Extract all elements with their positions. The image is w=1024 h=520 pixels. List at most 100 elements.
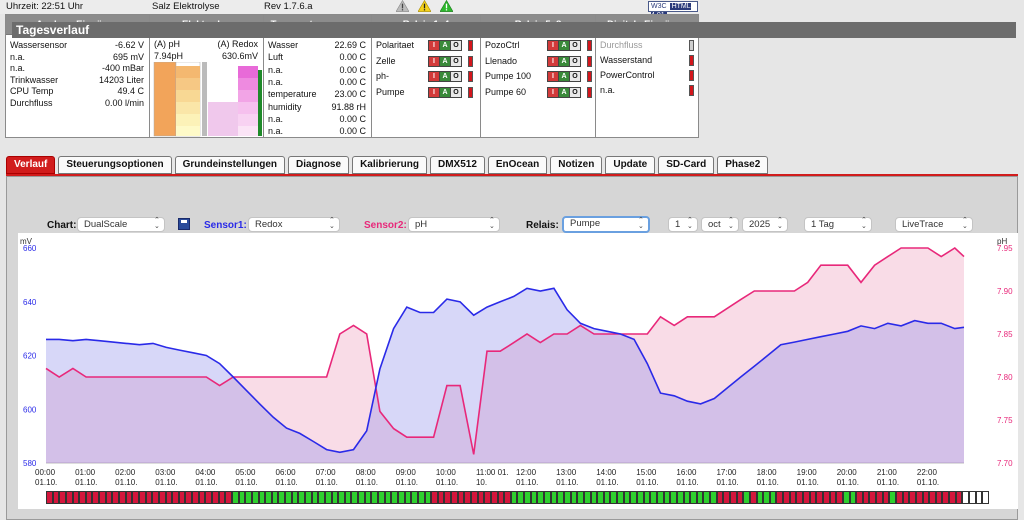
relay-mode-option[interactable]: I: [429, 56, 439, 66]
relay-mode-option[interactable]: I: [548, 56, 558, 66]
relay-mode-option[interactable]: I: [429, 87, 439, 97]
panel-title: Tagesverlauf: [12, 22, 1016, 38]
tab-phase2[interactable]: Phase2: [717, 156, 769, 174]
relay-mode-option[interactable]: O: [570, 56, 580, 66]
analog-input-label: n.a.: [10, 51, 26, 62]
sensor1-line[interactable]: [46, 287, 965, 454]
x-axis-tick-date: 01.10.: [35, 478, 57, 487]
relay-state-cell: [763, 491, 770, 504]
tab-kalibrierung[interactable]: Kalibrierung: [352, 156, 427, 174]
relay-mode-option[interactable]: A: [559, 41, 569, 50]
temperature-row: n.a. 0.00 C: [264, 113, 370, 125]
relay-state-indicator: [468, 71, 473, 82]
relay-state-cell: [716, 491, 724, 504]
right-axis-tick: 7.70: [997, 459, 1013, 468]
relay-mode-option[interactable]: I: [429, 72, 439, 81]
relay-state-cell: [577, 491, 584, 504]
tab-notizen[interactable]: Notizen: [550, 156, 603, 174]
tab-sd-card[interactable]: SD-Card: [658, 156, 715, 174]
relay-mode-option[interactable]: A: [440, 72, 450, 81]
relay-mode-option[interactable]: A: [559, 87, 569, 97]
relay-mode-option[interactable]: I: [548, 87, 558, 97]
analog-input-value: 14203 Liter: [98, 74, 144, 85]
relay-state-cell: [856, 491, 863, 504]
relay-state-cell: [656, 491, 664, 504]
tab-steuerungsoptionen[interactable]: Steuerungsoptionen: [58, 156, 172, 174]
relay-state-cell: [138, 491, 146, 504]
relay-mode-option[interactable]: A: [559, 72, 569, 81]
relay-state-cell: [617, 491, 624, 504]
relay-mode-option[interactable]: O: [451, 41, 461, 50]
relay-mode-option[interactable]: A: [440, 87, 450, 97]
warning-green-icon[interactable]: [440, 0, 453, 12]
analog-input-label: Durchfluss: [10, 97, 53, 108]
relay-name: Pumpe 60: [485, 86, 527, 97]
chart-type-select[interactable]: DualScale: [77, 217, 165, 232]
relay-name: ph-: [376, 71, 390, 81]
tab-update[interactable]: Update: [605, 156, 656, 174]
tab-dmx512[interactable]: DMX512: [429, 156, 485, 174]
relay-name: Polaritaet: [376, 40, 415, 50]
analog-input-label: Wassersensor: [10, 40, 68, 50]
mode-select[interactable]: LiveTrace: [895, 217, 973, 232]
relay-mode-option[interactable]: A: [440, 41, 450, 50]
x-axis-tick-date: 01.10.: [356, 478, 378, 487]
relay-state-cell: [99, 491, 106, 504]
right-axis-tick: 7.90: [997, 287, 1013, 296]
digital-input-indicator: [689, 70, 694, 81]
sensor2-select[interactable]: pH: [408, 217, 500, 232]
relay-select[interactable]: Pumpe: [562, 216, 650, 233]
relay-mode-option[interactable]: O: [570, 41, 580, 50]
warning-yellow-icon[interactable]: [418, 0, 431, 12]
x-axis-tick-time: 09:00: [396, 468, 417, 477]
range-select[interactable]: 1 Tag: [804, 217, 872, 232]
relay-mode-option[interactable]: O: [451, 56, 461, 66]
relay-state-cell: [358, 491, 365, 504]
temperature-value: 0.00 C: [339, 64, 366, 75]
day-select[interactable]: 1: [668, 217, 698, 232]
history-chart[interactable]: mV pH 580 600 620 640 660 7.70 7.75 7.80 7.85 7.9…: [18, 233, 1018, 509]
analog-input-value: -6.62 V: [114, 40, 144, 50]
temperature-label: n.a.: [268, 64, 284, 75]
relay-mode-option[interactable]: A: [559, 56, 569, 66]
month-select[interactable]: oct: [701, 217, 739, 232]
relay-mode-option[interactable]: I: [548, 72, 558, 81]
tab-enocean[interactable]: EnOcean: [487, 156, 548, 174]
tab-verlauf[interactable]: Verlauf: [6, 156, 56, 174]
relay-mode-option[interactable]: I: [429, 41, 439, 50]
relay-state-cell: [550, 491, 558, 504]
sensor1-select[interactable]: Redox: [248, 217, 340, 232]
tab-diagnose[interactable]: Diagnose: [288, 156, 350, 174]
warning-gray-icon[interactable]: [396, 0, 409, 12]
relay-state-cell: [803, 491, 810, 504]
relay-mode-option[interactable]: I: [548, 41, 558, 50]
relay-mode-option[interactable]: A: [440, 56, 450, 66]
year-select[interactable]: 2025: [742, 217, 788, 232]
relay-mode-option[interactable]: O: [570, 87, 580, 97]
right-axis-tick: 7.80: [997, 373, 1013, 382]
relay-state-cell: [351, 491, 359, 504]
relay-mode-option[interactable]: O: [451, 72, 461, 81]
relay-state-cell: [245, 491, 252, 504]
relay-state-cell: [378, 491, 385, 504]
relay-mode-option[interactable]: O: [570, 72, 580, 81]
save-icon[interactable]: [178, 218, 190, 230]
relay-state-cell: [729, 491, 737, 504]
tab-grundeinstellungen[interactable]: Grundeinstellungen: [174, 156, 286, 174]
relay-state-cell: [929, 491, 936, 504]
temperature-value: 0.00 C: [339, 76, 366, 87]
sensor2-line[interactable]: [45, 246, 965, 455]
digital-input-indicator: [689, 85, 694, 96]
ph-electrode-label: (A) pH: [154, 39, 181, 49]
digital-input-row: n.a.: [600, 84, 696, 97]
relay-mode-option[interactable]: O: [451, 87, 461, 97]
